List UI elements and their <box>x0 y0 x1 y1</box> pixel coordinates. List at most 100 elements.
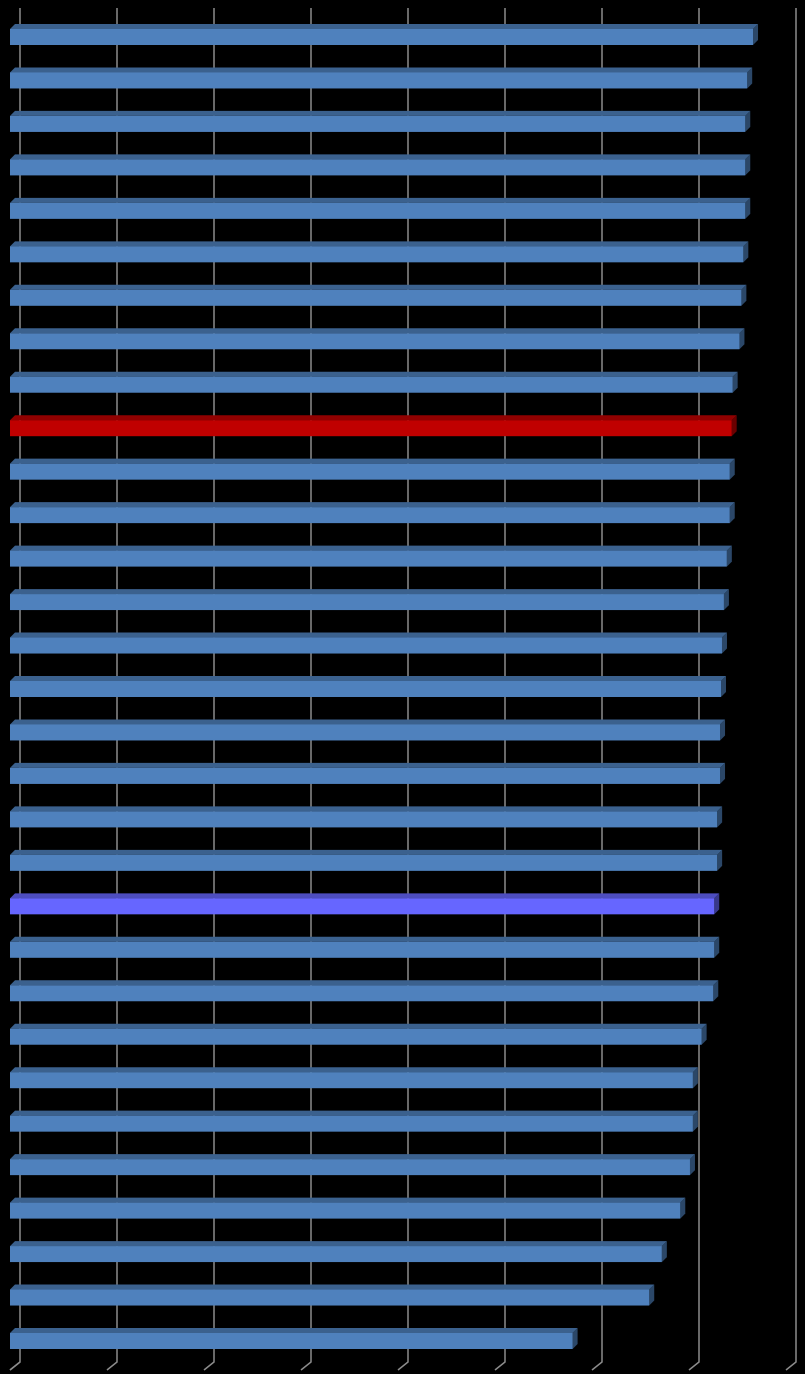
bar-face <box>753 24 759 45</box>
bar-face <box>741 284 747 306</box>
bar-face <box>10 676 727 681</box>
bar-face <box>10 328 745 334</box>
bar-face <box>10 637 722 654</box>
bar-face <box>10 502 735 508</box>
bar <box>10 415 737 437</box>
bar <box>10 893 720 915</box>
bar-face <box>10 1197 686 1203</box>
bar <box>10 328 745 350</box>
grid-line <box>785 8 797 1371</box>
bar-face <box>10 1159 690 1176</box>
bar-face <box>745 197 751 219</box>
bar <box>10 1067 698 1089</box>
bar-face <box>10 806 723 812</box>
bar <box>10 371 738 393</box>
bar-face <box>10 719 726 725</box>
bar-face <box>10 681 722 697</box>
bar-face <box>10 159 746 176</box>
bar <box>10 1023 707 1045</box>
bar-face <box>10 371 738 377</box>
bar-face <box>10 1110 698 1116</box>
bar-face <box>721 676 727 697</box>
bar-face <box>717 806 723 828</box>
bar-face <box>720 719 726 741</box>
bar <box>10 762 726 784</box>
bar-face <box>10 463 730 480</box>
bar-face <box>10 985 714 1002</box>
bar <box>10 1197 686 1219</box>
bar-face <box>729 502 735 524</box>
bar <box>10 849 723 871</box>
bar <box>10 197 751 219</box>
bar <box>10 1110 698 1132</box>
bar-face <box>10 762 726 768</box>
bar <box>10 676 727 697</box>
bar-face <box>10 893 720 899</box>
bar-face <box>680 1197 686 1219</box>
bar-face <box>10 1241 667 1247</box>
bar-face <box>689 1154 695 1176</box>
bar <box>10 502 735 524</box>
bar-face <box>10 589 729 595</box>
bar <box>10 632 727 654</box>
bar-face <box>10 1023 707 1029</box>
bar-face <box>10 376 733 393</box>
bar-face <box>739 328 745 350</box>
bar-face <box>10 1333 573 1349</box>
bar-face <box>10 811 718 828</box>
bar <box>10 719 726 741</box>
bar <box>10 589 729 611</box>
bar <box>10 154 751 176</box>
bar-face <box>731 415 737 437</box>
bar-face <box>10 67 753 73</box>
bar-face <box>10 724 721 741</box>
bar <box>10 1241 667 1263</box>
bar-face <box>10 154 751 160</box>
bar <box>10 284 747 306</box>
bar-face <box>745 110 751 132</box>
bar <box>10 67 753 89</box>
bar-face <box>732 371 738 393</box>
bar-face <box>10 507 730 524</box>
bar-face <box>10 115 746 132</box>
bar-face <box>10 1328 578 1333</box>
floor <box>9 1361 21 1371</box>
bar-face <box>10 980 719 986</box>
bar-face <box>723 589 729 611</box>
bar-face <box>10 941 715 958</box>
bar <box>10 1154 695 1176</box>
bar-face <box>720 762 726 784</box>
bar-face <box>10 849 723 855</box>
bar-face <box>10 1246 662 1263</box>
bar-face <box>10 197 751 203</box>
bar-face <box>661 1241 667 1263</box>
bar-face <box>10 767 721 784</box>
bar-face <box>10 1154 695 1160</box>
bar-face <box>10 1028 702 1045</box>
bar-face <box>10 241 749 247</box>
bar <box>10 806 723 828</box>
bar-face <box>717 849 723 871</box>
bar-face <box>10 1115 693 1132</box>
bar-face <box>10 854 718 871</box>
bar-face <box>649 1284 655 1306</box>
bar-face <box>572 1328 578 1349</box>
bar-face <box>10 415 737 421</box>
bar-face <box>726 545 732 567</box>
bar-face <box>10 1072 693 1089</box>
bar-face <box>10 289 742 306</box>
bar-face <box>713 980 719 1002</box>
bar-face <box>10 936 720 942</box>
bar-face <box>745 154 751 176</box>
bar-face <box>10 1289 650 1306</box>
bar-face <box>10 420 732 437</box>
bar-face <box>747 67 753 89</box>
bar-face <box>10 898 715 915</box>
bar-face <box>10 284 747 290</box>
bar-face <box>10 110 751 116</box>
bar-face <box>701 1023 707 1045</box>
bar <box>10 936 720 958</box>
bar <box>10 545 732 567</box>
bar-face <box>10 594 724 611</box>
